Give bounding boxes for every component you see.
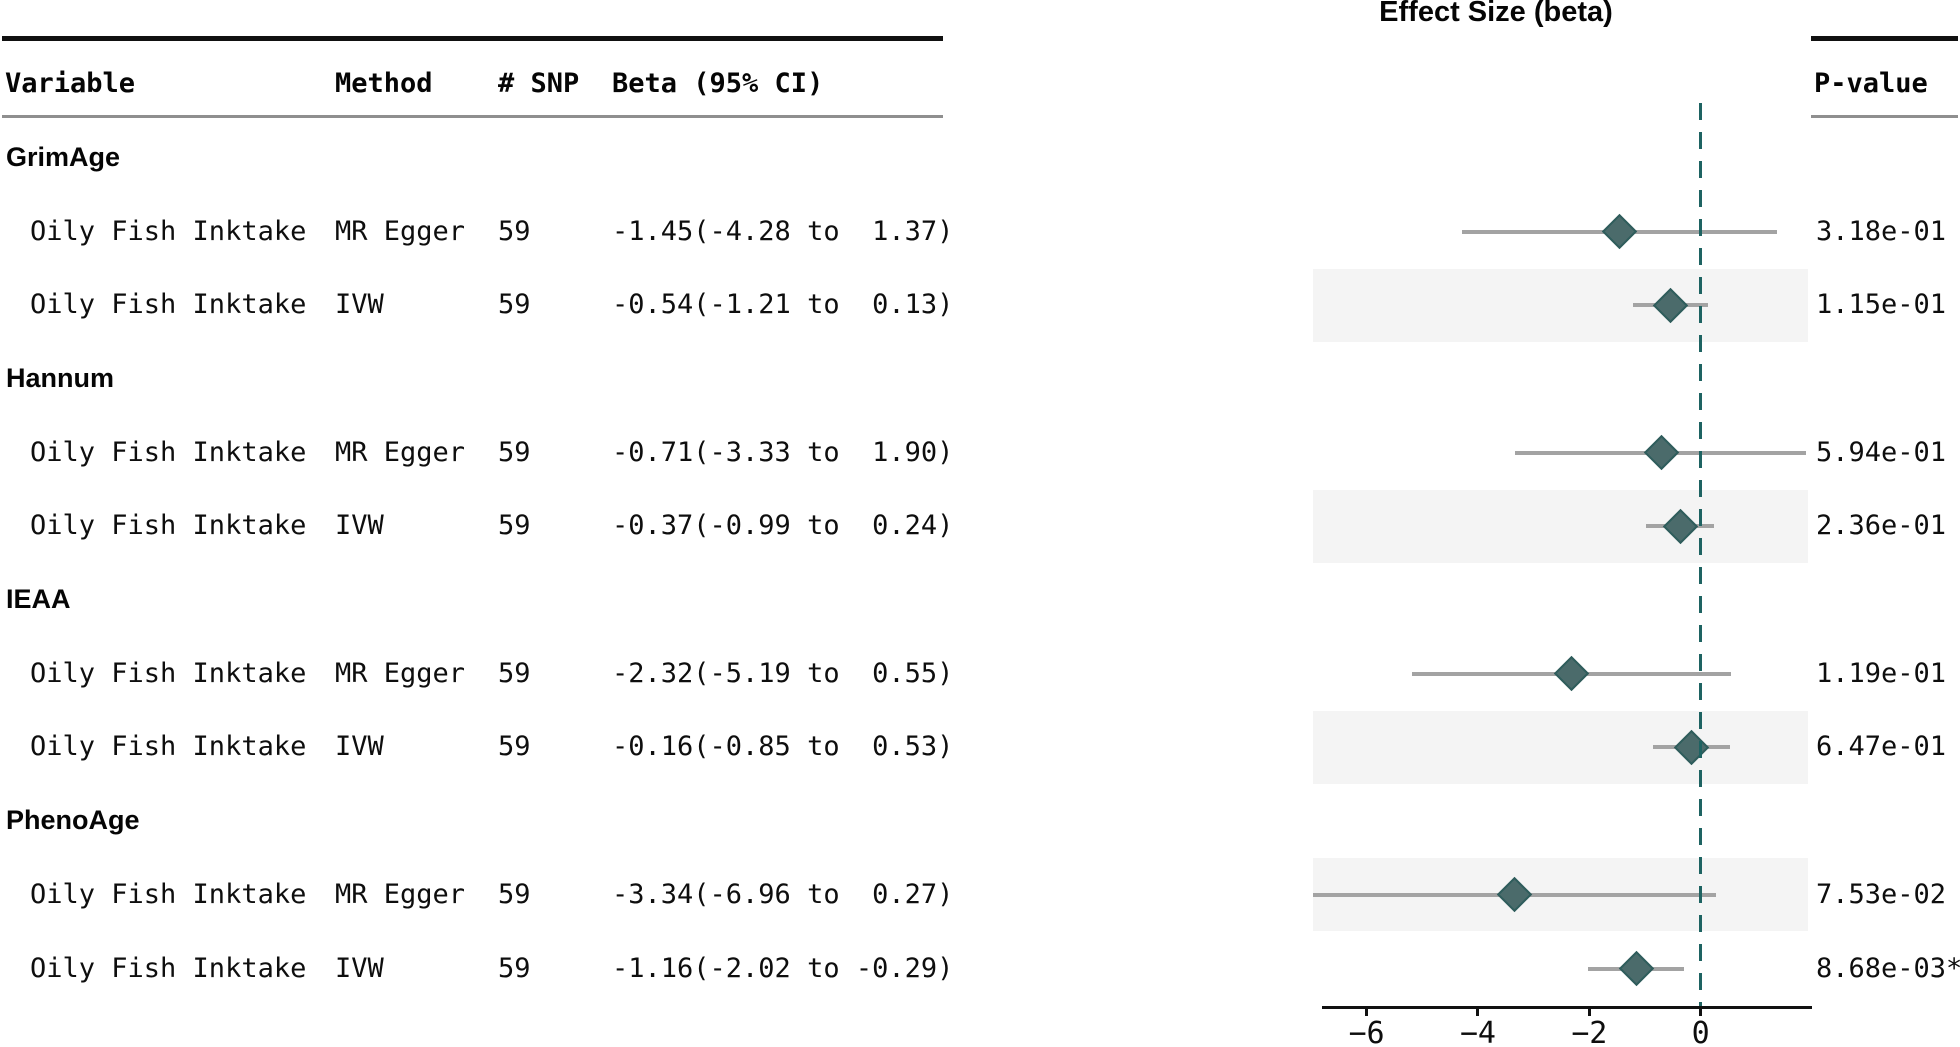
chart-title: Effect Size (beta) <box>1379 0 1613 28</box>
row-variable: Oily Fish Inktake <box>30 436 307 468</box>
row-snp: 59 <box>498 731 531 763</box>
row-pvalue: 6.47e-01 <box>1816 731 1947 763</box>
row-beta-ci: -2.32(-5.19 to 0.55) <box>612 657 954 689</box>
row-variable: Oily Fish Inktake <box>30 731 307 763</box>
table-header-rule <box>2 115 943 118</box>
group-header-ieaa: IEAA <box>6 584 71 615</box>
column-header-beta: Beta (95% CI) <box>612 68 824 99</box>
effect-diamond-marker <box>1553 656 1590 692</box>
row-variable: Oily Fish Inktake <box>30 952 307 984</box>
row-method: IVW <box>335 289 384 321</box>
row-variable: Oily Fish Inktake <box>30 289 307 321</box>
row-method: MR Egger <box>335 436 466 468</box>
row-snp: 59 <box>498 215 531 247</box>
column-header-variable: Variable <box>5 68 136 99</box>
x-axis-tick-label: 0 <box>1691 1016 1710 1047</box>
row-beta-ci: -0.71(-3.33 to 1.90) <box>612 436 954 468</box>
x-axis-tick-label: −2 <box>1571 1016 1608 1047</box>
row-pvalue: 1.15e-01 <box>1816 289 1947 321</box>
pvalue-top-rule <box>1811 36 1958 41</box>
pvalue-header-rule <box>1811 115 1958 118</box>
effect-diamond-marker <box>1618 950 1654 987</box>
row-variable: Oily Fish Inktake <box>30 878 307 910</box>
row-snp: 59 <box>498 952 531 984</box>
row-shade-band <box>1313 710 1808 784</box>
row-beta-ci: -3.34(-6.96 to 0.27) <box>612 878 954 910</box>
row-snp: 59 <box>498 510 531 542</box>
x-axis-tick <box>1587 1006 1591 1016</box>
group-header-grimage: GrimAge <box>6 141 121 172</box>
row-method: MR Egger <box>335 657 466 689</box>
column-header-snp: # SNP <box>498 68 580 99</box>
row-pvalue: 7.53e-02 <box>1816 878 1947 910</box>
group-header-phenoage: PhenoAge <box>6 805 140 836</box>
row-method: IVW <box>335 952 384 984</box>
row-snp: 59 <box>498 436 531 468</box>
row-pvalue: 3.18e-01 <box>1816 215 1947 247</box>
x-axis-tick <box>1699 1006 1703 1016</box>
row-beta-ci: -0.54(-1.21 to 0.13) <box>612 289 954 321</box>
row-pvalue: 1.19e-01 <box>1816 657 1947 689</box>
effect-diamond-marker <box>1643 434 1679 471</box>
table-top-rule <box>2 36 943 41</box>
row-method: MR Egger <box>335 878 466 910</box>
column-header-method: Method <box>335 68 433 99</box>
row-method: IVW <box>335 510 384 542</box>
x-axis-tick-label: −4 <box>1459 1016 1496 1047</box>
row-method: MR Egger <box>335 215 466 247</box>
row-beta-ci: -1.45(-4.28 to 1.37) <box>612 215 954 247</box>
row-variable: Oily Fish Inktake <box>30 510 307 542</box>
row-snp: 59 <box>498 878 531 910</box>
row-beta-ci: -1.16(-2.02 to -0.29) <box>612 952 954 984</box>
row-method: IVW <box>335 731 384 763</box>
row-shade-band <box>1313 489 1808 563</box>
effect-diamond-marker <box>1602 213 1638 250</box>
row-pvalue: 2.36e-01 <box>1816 510 1947 542</box>
row-shade-band <box>1313 268 1808 342</box>
zero-reference-line <box>1699 103 1703 1006</box>
column-header-pvalue: P-value <box>1814 68 1928 99</box>
row-pvalue: 5.94e-01 <box>1816 436 1947 468</box>
row-snp: 59 <box>498 289 531 321</box>
x-axis-tick <box>1476 1006 1480 1016</box>
row-beta-ci: -0.16(-0.85 to 0.53) <box>612 731 954 763</box>
row-snp: 59 <box>498 657 531 689</box>
row-variable: Oily Fish Inktake <box>30 215 307 247</box>
x-axis-tick-label: −6 <box>1348 1016 1385 1047</box>
x-axis-line <box>1322 1006 1812 1009</box>
row-pvalue: 8.68e-03* <box>1816 952 1960 984</box>
row-variable: Oily Fish Inktake <box>30 657 307 689</box>
row-beta-ci: -0.37(-0.99 to 0.24) <box>612 510 954 542</box>
x-axis-tick <box>1365 1006 1369 1016</box>
group-header-hannum: Hannum <box>6 362 114 393</box>
